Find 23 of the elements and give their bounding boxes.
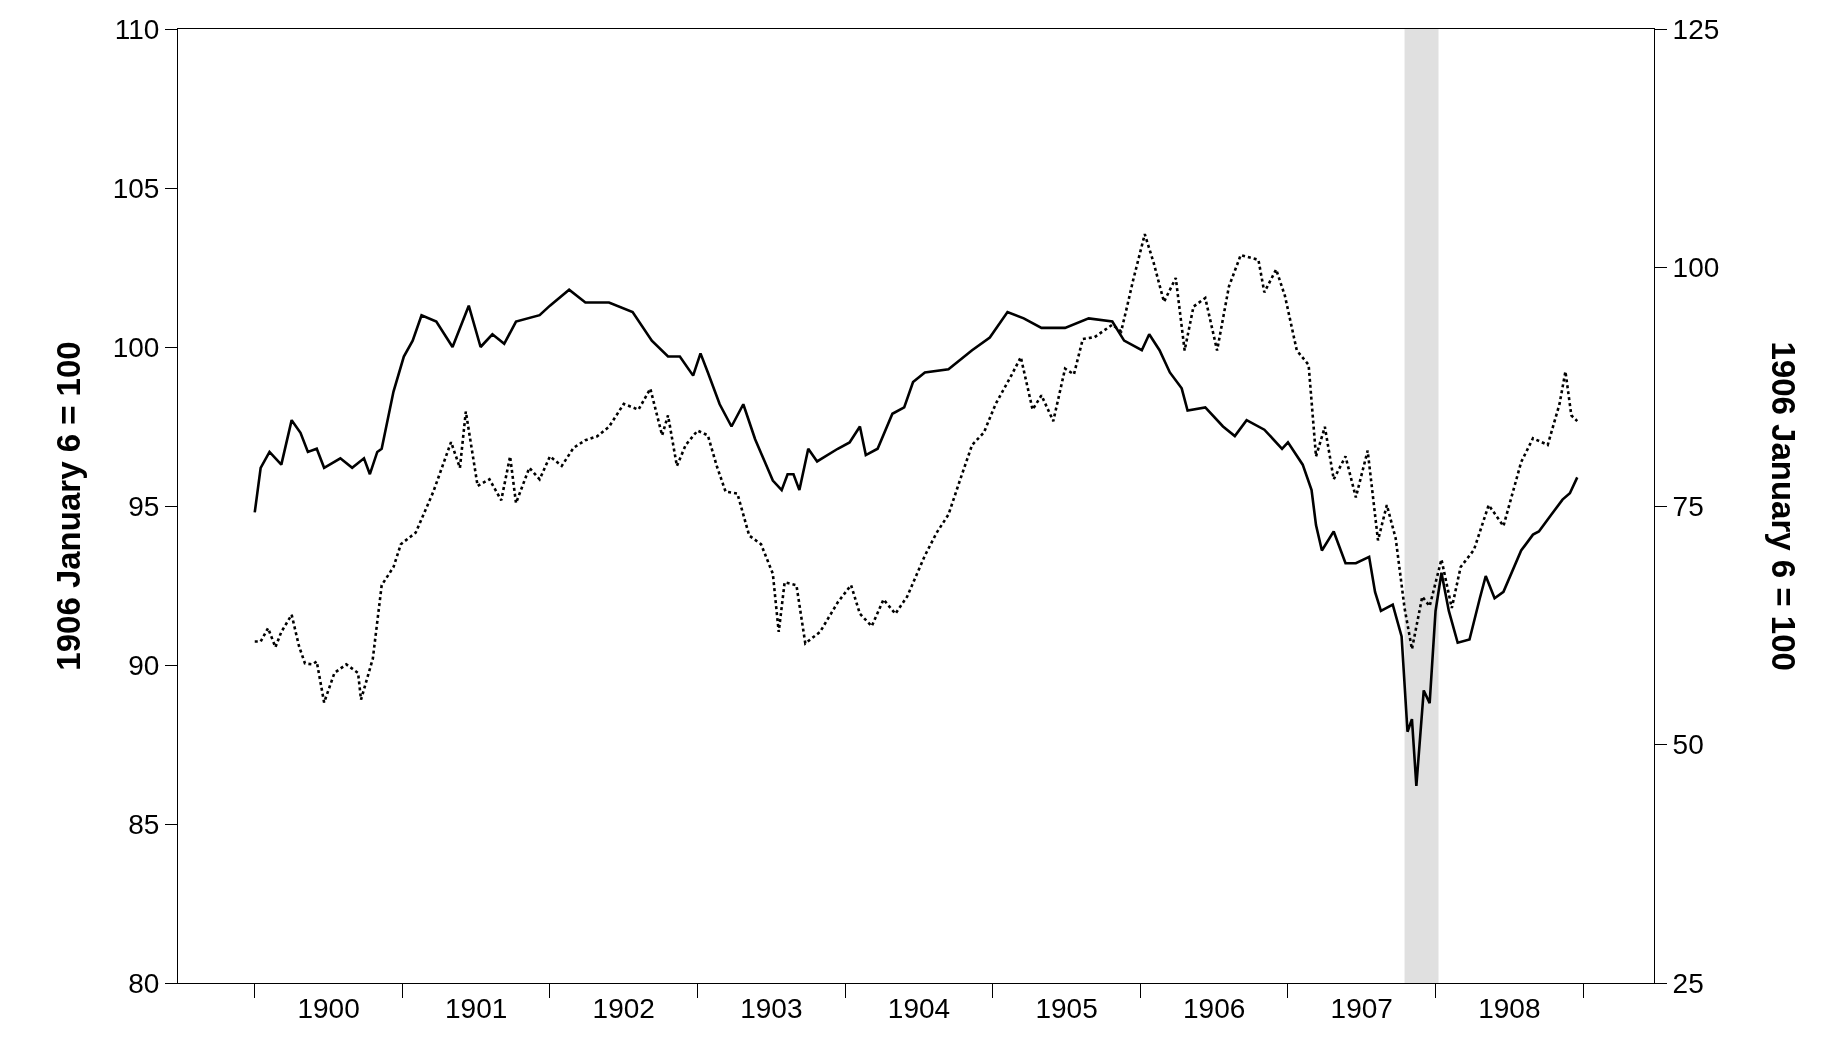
x-tick-label: 1900 xyxy=(297,992,360,1024)
x-tick-label: 1906 xyxy=(1183,992,1246,1024)
x-tick-label: 1904 xyxy=(887,992,951,1024)
y2-tick-label: 125 xyxy=(1672,13,1720,45)
y-tick-label: 100 xyxy=(112,331,160,363)
y-tick-label: 105 xyxy=(112,172,160,204)
x-tick-label: 1907 xyxy=(1330,992,1393,1024)
y2-tick-label: 100 xyxy=(1672,252,1720,284)
y-tick-label: 110 xyxy=(114,13,160,45)
y-tick-label: 90 xyxy=(128,649,160,681)
y2-tick-label: 75 xyxy=(1672,490,1704,522)
y2-tick-label: 50 xyxy=(1672,729,1704,761)
y2-tick-label: 25 xyxy=(1672,967,1704,999)
x-tick-label: 1905 xyxy=(1035,992,1098,1024)
y2-axis-title: 1906 January 6 = 100 xyxy=(1764,341,1802,671)
x-tick-label: 1902 xyxy=(592,992,655,1024)
y-tick-label: 95 xyxy=(128,490,160,522)
x-tick-label: 1903 xyxy=(740,992,803,1024)
y-axis-title: 1906 January 6 = 100 xyxy=(49,341,87,671)
x-tick-label: 1901 xyxy=(445,992,508,1024)
y-tick-label: 85 xyxy=(128,808,160,840)
x-tick-label: 1908 xyxy=(1478,992,1541,1024)
y-tick-label: 80 xyxy=(128,967,160,999)
